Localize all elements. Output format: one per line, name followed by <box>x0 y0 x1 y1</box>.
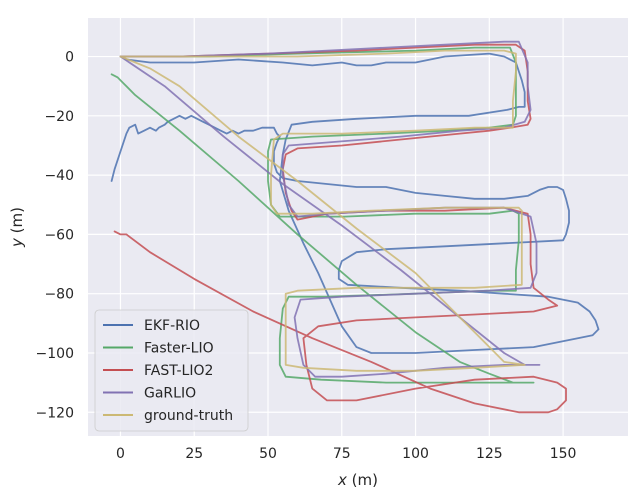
x-axis-label: x (m) <box>337 471 378 489</box>
x-tick-label: 150 <box>550 446 577 462</box>
series-line-garlio <box>119 40 541 378</box>
legend: EKF-RIO Faster-LIO FAST-LIO2 GaRLIO ground-t… <box>94 309 249 432</box>
x-tick-labels: 0 25 50 75 100 125 150 <box>116 446 576 462</box>
legend-label: Faster-LIO <box>144 341 214 357</box>
legend-label: FAST-LIO2 <box>144 363 213 379</box>
y-tick-label: −120 <box>36 405 74 421</box>
series-line-faster-lio <box>110 46 535 384</box>
series-line-ekf-rio <box>110 52 600 354</box>
series-line-fast-lio2 <box>113 43 567 414</box>
x-tick-label: 125 <box>476 446 503 462</box>
y-tick-labels: 0 −20 −40 −60 −80 −100 −120 <box>36 50 74 422</box>
legend-label: ground-truth <box>144 408 233 424</box>
y-tick-label: −20 <box>44 109 74 125</box>
legend-label: EKF-RIO <box>144 318 200 334</box>
x-tick-label: 100 <box>402 446 429 462</box>
series-lines <box>110 40 600 414</box>
x-tick-label: 25 <box>185 446 203 462</box>
x-tick-label: 0 <box>116 446 125 462</box>
y-tick-label: −80 <box>44 287 74 303</box>
x-tick-label: 75 <box>333 446 351 462</box>
x-tick-label: 50 <box>259 446 277 462</box>
series-line-ground-truth <box>119 49 526 372</box>
y-axis-label: y (m) <box>8 207 26 248</box>
y-tick-label: −60 <box>44 227 74 243</box>
y-tick-label: 0 <box>65 50 74 66</box>
y-tick-label: −40 <box>44 168 74 184</box>
y-tick-label: −100 <box>36 346 74 362</box>
legend-label: GaRLIO <box>144 386 196 402</box>
legend-box <box>94 309 249 432</box>
